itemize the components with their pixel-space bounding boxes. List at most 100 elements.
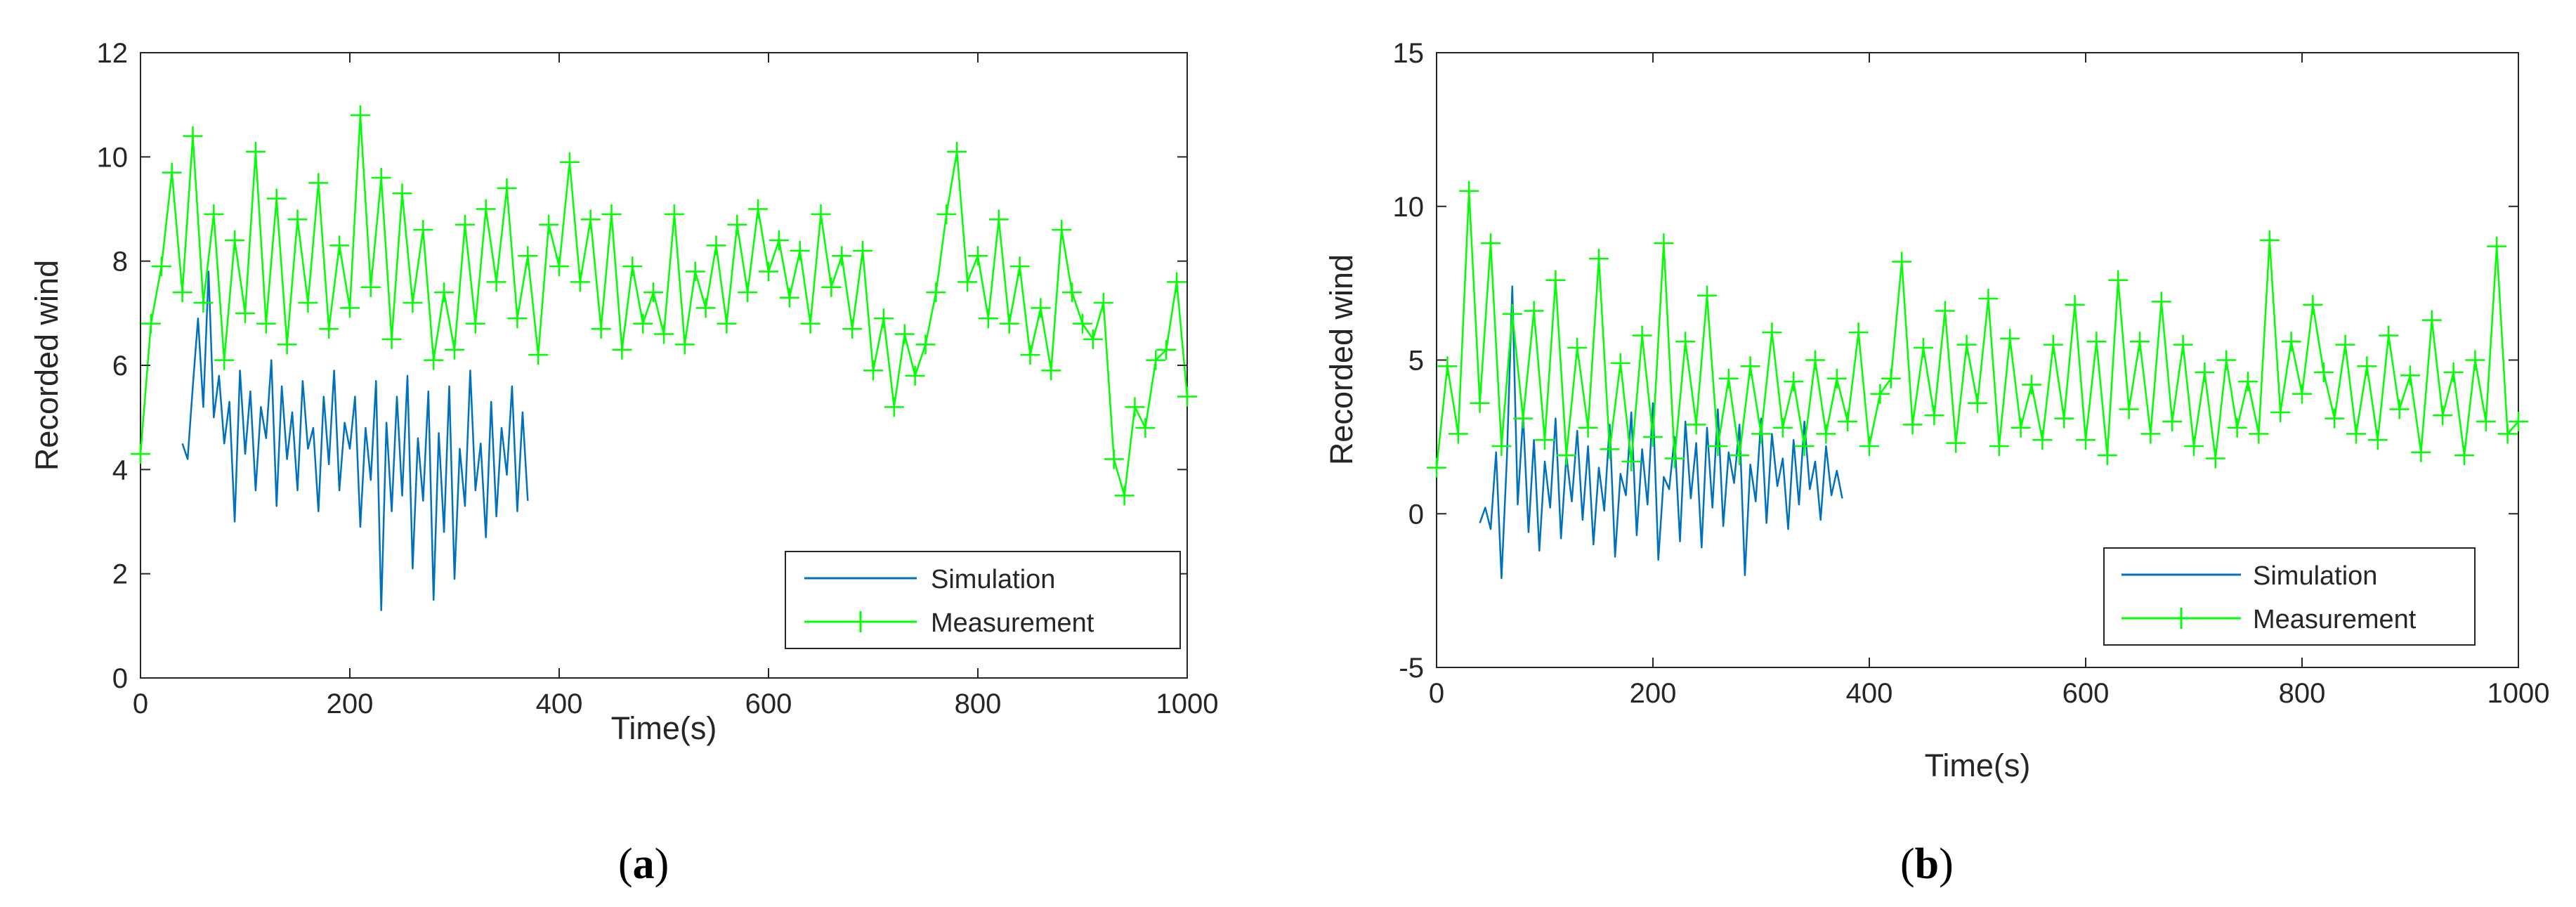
x-tick-label-b: 0 [1429, 678, 1444, 709]
data-point-measurement-a [664, 204, 684, 224]
data-point-measurement-a [1041, 360, 1061, 381]
data-point-measurement-a [654, 324, 674, 344]
panel-label-b: (b) [1900, 840, 1954, 888]
data-point-measurement-b [1826, 368, 1847, 389]
data-point-measurement-a [308, 173, 329, 193]
data-point-measurement-b [2216, 350, 2237, 370]
panel-label-a-letter: a [633, 840, 655, 888]
data-point-measurement-b [2065, 294, 2085, 315]
x-tick-label-a: 0 [133, 689, 148, 719]
data-point-measurement-b [1513, 408, 1534, 429]
data-point-measurement-b [2108, 270, 2129, 290]
data-point-measurement-a [988, 209, 1009, 230]
data-point-measurement-a [738, 282, 758, 303]
data-point-measurement-b [1859, 436, 1879, 456]
data-point-measurement-a [884, 397, 904, 417]
data-point-measurement-a [580, 209, 601, 230]
data-point-measurement-a [298, 293, 318, 313]
data-point-measurement-a [863, 360, 883, 381]
data-point-measurement-b [2476, 412, 2496, 431]
data-point-measurement-b [2195, 363, 2215, 382]
data-point-measurement-b [2443, 363, 2464, 382]
data-point-measurement-a [779, 287, 799, 308]
data-point-measurement-b [1762, 322, 1782, 343]
data-point-measurement-a [193, 293, 214, 313]
data-point-measurement-a [1177, 386, 1197, 407]
data-point-measurement-b [2032, 430, 2053, 450]
data-point-measurement-b [2162, 412, 2183, 431]
data-point-measurement-b [2000, 328, 2020, 348]
data-point-measurement-a [769, 230, 789, 250]
data-point-measurement-a [559, 152, 580, 172]
data-point-measurement-a [329, 235, 350, 256]
data-point-measurement-a [622, 256, 643, 277]
legend-a: Simulation Measurement [785, 551, 1181, 649]
y-axis-label-b: Recorded wind [1323, 254, 1359, 465]
data-point-measurement-b [1914, 338, 1933, 358]
data-point-measurement-b [1556, 445, 1576, 466]
data-point-measurement-b [1784, 372, 1804, 392]
y-tick-label-a: 10 [97, 142, 129, 173]
data-point-measurement-b [1524, 301, 1544, 321]
data-point-measurement-a [978, 308, 998, 329]
data-point-measurement-b [1805, 350, 1825, 370]
data-point-measurement-a [214, 350, 235, 370]
data-point-measurement-a [1093, 293, 1113, 313]
data-point-measurement-a [507, 308, 528, 329]
data-point-measurement-b [2497, 424, 2518, 444]
data-point-measurement-a [1146, 350, 1166, 370]
y-tick-label-a: 0 [112, 663, 128, 694]
data-point-measurement-b [1708, 436, 1728, 456]
data-point-measurement-a [591, 319, 611, 339]
data-point-measurement-b [1491, 436, 1512, 456]
data-point-measurement-a [727, 214, 747, 235]
data-point-measurement-b [2173, 334, 2193, 355]
data-point-measurement-a [172, 282, 192, 303]
legend-b: Simulation Measurement [2103, 547, 2476, 646]
data-point-measurement-b [2346, 424, 2366, 444]
data-point-measurement-a [497, 178, 517, 198]
data-point-measurement-b [1978, 289, 1999, 308]
x-axis-label-a: Time(s) [611, 710, 717, 746]
data-point-measurement-a [392, 183, 412, 204]
y-tick-label-a: 2 [112, 559, 128, 590]
data-point-measurement-a [905, 365, 925, 386]
data-point-measurement-b [2454, 445, 2474, 466]
data-point-measurement-b [1459, 181, 1479, 201]
data-point-measurement-b [2227, 417, 2247, 438]
data-point-measurement-b [2151, 292, 2171, 312]
data-point-measurement-a [140, 313, 161, 334]
y-tick-label-b: -5 [1399, 653, 1424, 684]
data-point-measurement-a [528, 345, 549, 365]
data-point-measurement-a [601, 204, 622, 224]
data-point-measurement-b [2054, 408, 2074, 429]
data-point-measurement-b [2509, 412, 2528, 431]
data-point-measurement-a [957, 272, 978, 292]
data-point-measurement-a [947, 141, 967, 162]
x-tick-label-b: 200 [1630, 678, 1677, 709]
data-point-measurement-b [1664, 448, 1685, 469]
data-point-measurement-b [2411, 442, 2431, 462]
y-axis-label-a: Recorded wind [29, 260, 65, 471]
data-point-measurement-a [245, 141, 266, 162]
data-point-measurement-a [434, 282, 455, 303]
data-point-measurement-b [2379, 325, 2399, 346]
data-point-measurement-a [225, 230, 245, 250]
data-point-measurement-b [1772, 417, 1793, 438]
data-point-measurement-a [821, 277, 842, 297]
data-point-measurement-b [2205, 448, 2225, 469]
y-tick-label-b: 10 [1393, 192, 1425, 223]
data-point-measurement-a [1009, 256, 1030, 277]
data-point-measurement-b [2389, 399, 2410, 419]
data-point-measurement-b [1686, 415, 1706, 435]
data-point-measurement-b [2313, 363, 2334, 382]
legend-box-b [2103, 547, 2476, 646]
data-point-measurement-a [894, 324, 915, 344]
data-point-measurement-a [873, 308, 894, 329]
data-point-measurement-a [465, 313, 485, 334]
legend-marker-measurement-a [850, 611, 871, 632]
legend-label-measurement-a: Measurement [931, 608, 1094, 638]
series-line-simulation-b [1479, 285, 1843, 580]
data-point-measurement-b [2022, 374, 2041, 395]
